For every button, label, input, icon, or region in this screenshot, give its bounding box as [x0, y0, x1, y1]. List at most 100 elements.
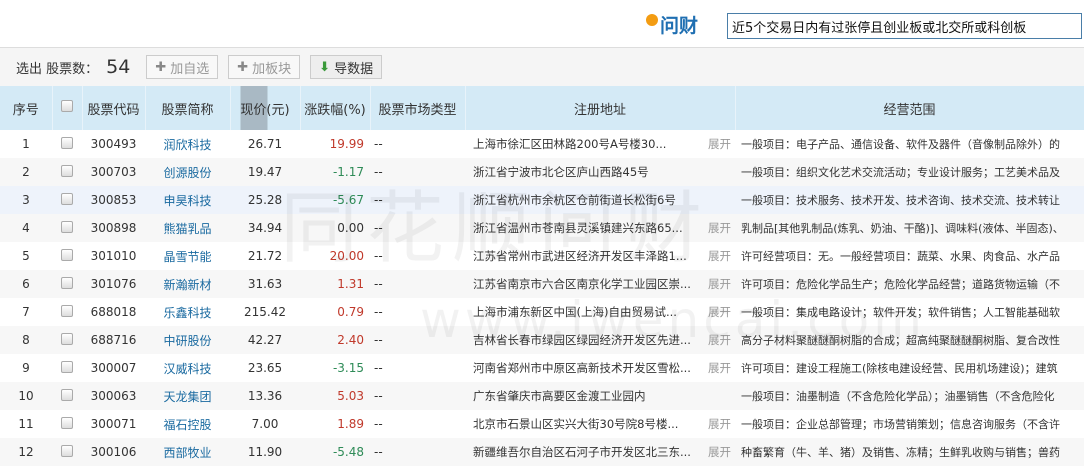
query-input[interactable] [727, 13, 1082, 39]
row-checkbox[interactable] [61, 164, 73, 177]
address-text: 广东省肇庆市高要区金渡工业园内 [473, 389, 646, 403]
row-checkbox[interactable] [61, 416, 73, 429]
col-index[interactable]: 序号 [0, 86, 53, 130]
col-select-all[interactable] [52, 86, 83, 130]
table-row[interactable]: 4 300898 熊猫乳品 34.94 0.00 -- 浙江省温州市苍南县灵溪镇… [0, 214, 1084, 242]
row-checkbox[interactable] [61, 136, 73, 149]
row-select[interactable] [52, 214, 82, 242]
expand-link[interactable]: 展开 [708, 137, 731, 151]
table-row[interactable]: 12 300106 西部牧业 11.90 -5.48 -- 新疆维吾尔自治区石河… [0, 438, 1084, 466]
stock-name-link[interactable]: 天龙集团 [145, 382, 230, 410]
row-checkbox[interactable] [61, 388, 73, 401]
stock-name-link[interactable]: 中研股份 [145, 326, 230, 354]
address-cell: 浙江省宁波市北仑区庐山西路45号 [465, 158, 735, 186]
row-index: 12 [0, 438, 52, 466]
row-select[interactable] [52, 382, 82, 410]
address-text: 新疆维吾尔自治区石河子市开发区北三东... [473, 445, 691, 459]
row-checkbox[interactable] [61, 332, 73, 345]
stock-price: 215.42 [244, 305, 286, 319]
stock-name-link[interactable]: 乐鑫科技 [163, 305, 212, 320]
expand-link[interactable]: 展开 [708, 249, 731, 263]
row-checkbox[interactable] [61, 276, 73, 289]
row-index: 6 [0, 270, 52, 298]
table-row[interactable]: 7 688018 乐鑫科技 215.42 0.79 -- 上海市浦东新区中国(上… [0, 298, 1084, 326]
expand-link[interactable]: 展开 [708, 305, 731, 319]
row-select[interactable] [52, 158, 82, 186]
stock-name-link[interactable]: 新瀚新材 [145, 270, 230, 298]
row-checkbox[interactable] [61, 304, 73, 317]
stock-name-link[interactable]: 晶雪节能 [163, 249, 212, 264]
col-price[interactable]: 现价(元) [230, 86, 301, 130]
row-select[interactable] [52, 326, 82, 354]
table-row[interactable]: 1 300493 润欣科技 26.71 19.99 -- 上海市徐汇区田林路20… [0, 130, 1084, 158]
expand-link[interactable]: 展开 [708, 277, 731, 291]
scope-text: 许可经营项目：无。一般经营项目：蔬菜、水果、肉食品、水产品 [741, 250, 1060, 263]
col-address[interactable]: 注册地址 [465, 86, 736, 130]
address-cell: 浙江省温州市苍南县灵溪镇建兴东路65... 展开 [465, 214, 735, 242]
row-select[interactable] [52, 298, 82, 326]
export-data-button[interactable]: ⬇ 导数据 [310, 55, 383, 79]
logo-bulb-icon [646, 14, 658, 26]
row-index: 1 [22, 137, 30, 151]
stock-name-link[interactable]: 福石控股 [163, 417, 212, 432]
stock-name-link[interactable]: 熊猫乳品 [145, 214, 230, 242]
address-text: 吉林省长春市绿园区绿园经济开发区先进... [473, 333, 691, 347]
row-select[interactable] [52, 410, 82, 438]
row-select[interactable] [52, 186, 82, 214]
expand-link[interactable]: 展开 [708, 333, 731, 347]
table-row[interactable]: 5 301010 晶雪节能 21.72 20.00 -- 江苏省常州市武进区经济… [0, 242, 1084, 270]
stock-name-link[interactable]: 润欣科技 [163, 137, 212, 152]
stock-code: 300106 [82, 438, 145, 466]
stock-change: 2.40 [300, 326, 370, 354]
row-checkbox[interactable] [61, 360, 73, 373]
row-index: 10 [0, 382, 52, 410]
iwencai-logo[interactable]: 问财 [646, 10, 698, 38]
address-text: 河南省郑州市中原区高新技术开发区雪松... [473, 361, 691, 375]
row-checkbox[interactable] [61, 192, 73, 205]
stock-change: 1.31 [300, 270, 370, 298]
table-row[interactable]: 11 300071 福石控股 7.00 1.89 -- 北京市石景山区实兴大街3… [0, 410, 1084, 438]
stock-name-link[interactable]: 创源股份 [145, 158, 230, 186]
row-index: 7 [22, 305, 30, 319]
row-checkbox[interactable] [61, 444, 73, 457]
stock-name-link[interactable]: 申昊科技 [145, 186, 230, 214]
stock-price: 23.65 [247, 361, 283, 375]
table-row[interactable]: 3 300853 申昊科技 25.28 -5.67 -- 浙江省杭州市余杭区仓前… [0, 186, 1084, 214]
address-cell: 河南省郑州市中原区高新技术开发区雪松... 展开 [465, 354, 735, 382]
address-cell: 上海市徐汇区田林路200号A号楼30... 展开 [465, 130, 735, 158]
col-code[interactable]: 股票代码 [82, 86, 146, 130]
row-select[interactable] [52, 354, 82, 382]
row-select[interactable] [52, 242, 82, 270]
scope-text: 一般项目：技术服务、技术开发、技术咨询、技术交流、技术转让 [735, 186, 1084, 214]
stock-name-link[interactable]: 西部牧业 [145, 438, 230, 466]
table-row[interactable]: 6 301076 新瀚新材 31.63 1.31 -- 江苏省南京市六合区南京化… [0, 270, 1084, 298]
select-all-checkbox[interactable] [61, 100, 73, 112]
row-checkbox[interactable] [61, 220, 73, 233]
scope-text: 乳制品[其他乳制品(炼乳、奶油、干酪)]、调味料(液体、半固态)、 [735, 214, 1084, 242]
expand-link[interactable]: 展开 [708, 445, 731, 459]
col-scope[interactable]: 经营范围 [735, 86, 1084, 130]
row-checkbox[interactable] [61, 248, 73, 261]
table-row[interactable]: 8 688716 中研股份 42.27 2.40 -- 吉林省长春市绿园区绿园经… [0, 326, 1084, 354]
market-type: -- [370, 270, 465, 298]
table-row[interactable]: 10 300063 天龙集团 13.36 5.03 -- 广东省肇庆市高要区金渡… [0, 382, 1084, 410]
address-cell: 江苏省常州市武进区经济开发区丰泽路1... 展开 [465, 242, 735, 270]
add-watchlist-button[interactable]: ✚ 加自选 [146, 55, 219, 79]
stock-code: 688018 [90, 305, 137, 319]
stock-name-link[interactable]: 汉威科技 [163, 361, 212, 376]
row-select[interactable] [52, 130, 82, 158]
row-select[interactable] [52, 270, 82, 298]
logo-text: 问财 [660, 14, 699, 37]
row-select[interactable] [52, 438, 82, 466]
col-market[interactable]: 股票市场类型 [370, 86, 466, 130]
expand-link[interactable]: 展开 [708, 361, 731, 375]
table-row[interactable]: 2 300703 创源股份 19.47 -1.17 -- 浙江省宁波市北仑区庐山… [0, 158, 1084, 186]
expand-link[interactable]: 展开 [708, 221, 731, 235]
table-row[interactable]: 9 300007 汉威科技 23.65 -3.15 -- 河南省郑州市中原区高新… [0, 354, 1084, 382]
stock-change: 5.03 [300, 382, 370, 410]
expand-link[interactable]: 展开 [708, 417, 731, 431]
col-change[interactable]: 涨跌幅(%) [300, 86, 371, 130]
add-block-button[interactable]: ✚ 加板块 [228, 55, 301, 79]
top-bar: 问财 [0, 0, 1084, 48]
col-name[interactable]: 股票简称 [145, 86, 231, 130]
